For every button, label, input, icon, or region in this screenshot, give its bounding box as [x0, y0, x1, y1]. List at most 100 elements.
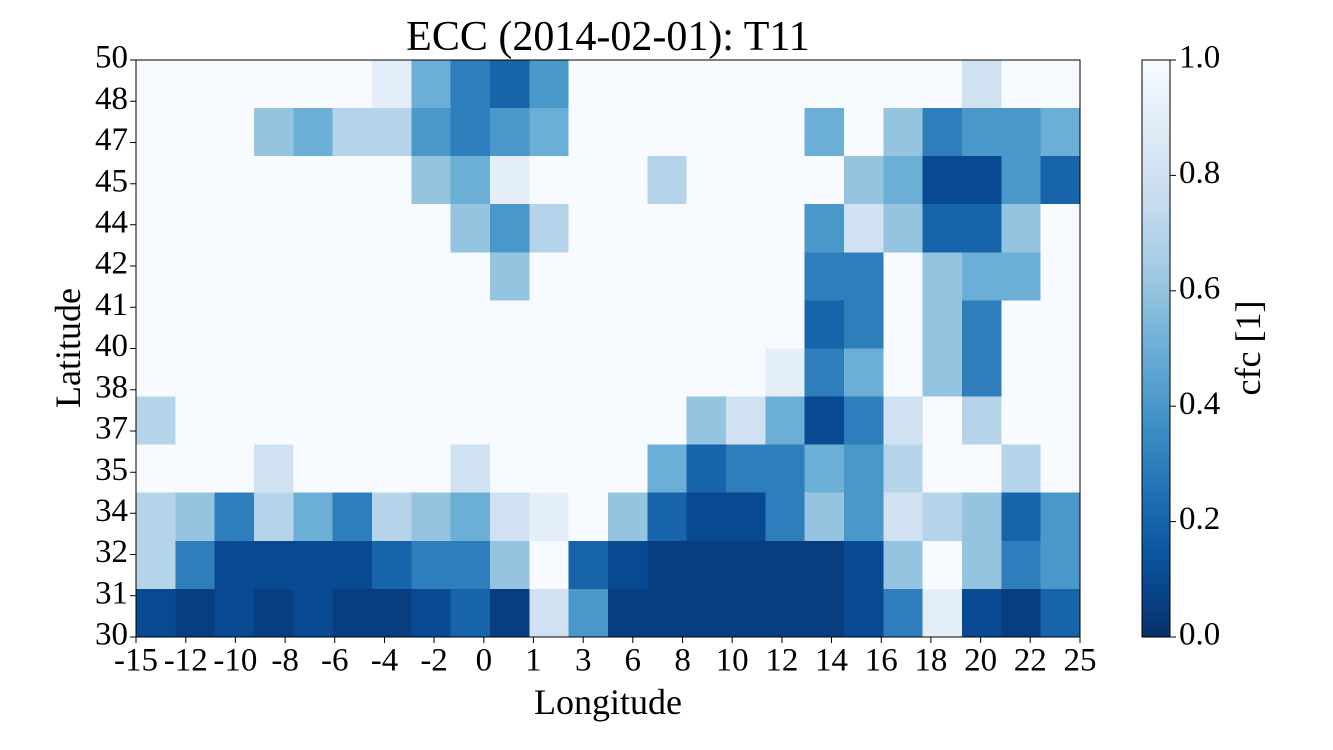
heat-cell [529, 204, 570, 253]
heat-cell [883, 444, 924, 494]
heat-cell [1040, 59, 1081, 109]
colorbar [1141, 59, 1171, 638]
heat-cell [214, 396, 255, 446]
heat-cell [332, 588, 373, 638]
heat-cell [922, 540, 963, 590]
heat-cell [135, 252, 176, 302]
colorbar-tick-label: 1.0 [1179, 40, 1220, 76]
y-tick-label: 50 [95, 40, 128, 76]
heat-cell [371, 108, 412, 157]
heat-cell [293, 252, 334, 302]
heat-cell [371, 540, 412, 590]
heat-cell [686, 300, 727, 350]
heat-cell [883, 492, 924, 542]
heat-cell [332, 348, 373, 398]
heat-cell [1001, 348, 1042, 398]
heat-cell [686, 588, 727, 638]
heat-cell [135, 444, 176, 494]
heat-cell [843, 396, 884, 446]
heat-cell [883, 540, 924, 590]
heat-cell [961, 396, 1002, 446]
heat-cell [529, 252, 570, 302]
y-tick-label: 42 [95, 246, 128, 282]
heat-cell [843, 492, 884, 542]
heat-cell [489, 156, 530, 205]
heat-cell [371, 492, 412, 542]
heat-cell [214, 300, 255, 350]
heat-cell [725, 204, 766, 253]
heat-cell [843, 156, 884, 205]
heat-cell [765, 252, 806, 302]
heat-cell [568, 108, 609, 157]
heat-cell [175, 300, 216, 350]
heat-cell [529, 59, 570, 109]
heat-cell [135, 156, 176, 205]
heat-cell [371, 588, 412, 638]
heat-cell [804, 108, 845, 157]
heat-cell [214, 156, 255, 205]
heat-cell [686, 108, 727, 157]
y-tick-label: 47 [95, 122, 128, 158]
heat-cell [175, 588, 216, 638]
heat-cell [1040, 396, 1081, 446]
x-tick-label: -12 [164, 643, 208, 679]
heat-cell [725, 156, 766, 205]
heat-cell [214, 492, 255, 542]
heat-cell [961, 444, 1002, 494]
heat-cell [135, 492, 176, 542]
heat-cell [607, 492, 648, 542]
heat-cell [568, 540, 609, 590]
heat-cell [489, 348, 530, 398]
heat-cell [135, 348, 176, 398]
heat-cell [647, 540, 688, 590]
heat-cell [293, 492, 334, 542]
heat-cell [332, 396, 373, 446]
heat-cell [371, 59, 412, 109]
heat-cell [883, 348, 924, 398]
heat-cell [529, 444, 570, 494]
heat-cell [529, 492, 570, 542]
heat-cell [804, 59, 845, 109]
heat-cell [332, 59, 373, 109]
heat-cell [804, 396, 845, 446]
heat-cell [883, 156, 924, 205]
heat-cell [804, 540, 845, 590]
heat-cell [607, 108, 648, 157]
heat-cell [332, 492, 373, 542]
y-tick-label: 48 [95, 81, 128, 117]
heat-cell [293, 396, 334, 446]
heat-cell [922, 492, 963, 542]
x-tick-label: 1 [525, 643, 542, 679]
heat-cell [332, 252, 373, 302]
heat-cell [883, 204, 924, 253]
heat-cell [371, 348, 412, 398]
heat-cell [922, 59, 963, 109]
heat-cell [214, 348, 255, 398]
colorbar-tick-label: 0.8 [1179, 155, 1220, 191]
heat-cell [529, 108, 570, 157]
heat-cell [450, 300, 491, 350]
heat-cell [450, 492, 491, 542]
heat-cell [765, 108, 806, 157]
x-tick-label: 12 [765, 643, 798, 679]
heat-cell [686, 444, 727, 494]
heat-cell [647, 156, 688, 205]
heat-cell [411, 108, 452, 157]
heat-cell [607, 156, 648, 205]
heat-cell [1001, 252, 1042, 302]
heat-cell [1001, 540, 1042, 590]
heat-cell [725, 540, 766, 590]
heat-cell [725, 396, 766, 446]
heat-cell [1001, 204, 1042, 253]
heat-cell [725, 252, 766, 302]
heat-cell [529, 300, 570, 350]
y-tick-label: 41 [95, 287, 128, 323]
heat-cell [214, 108, 255, 157]
heat-cell [135, 59, 176, 109]
heat-cell [1040, 588, 1081, 638]
heat-cell [253, 252, 294, 302]
heat-cell [175, 396, 216, 446]
heat-cell [765, 204, 806, 253]
heat-cell [293, 444, 334, 494]
heat-cell [1040, 156, 1081, 205]
